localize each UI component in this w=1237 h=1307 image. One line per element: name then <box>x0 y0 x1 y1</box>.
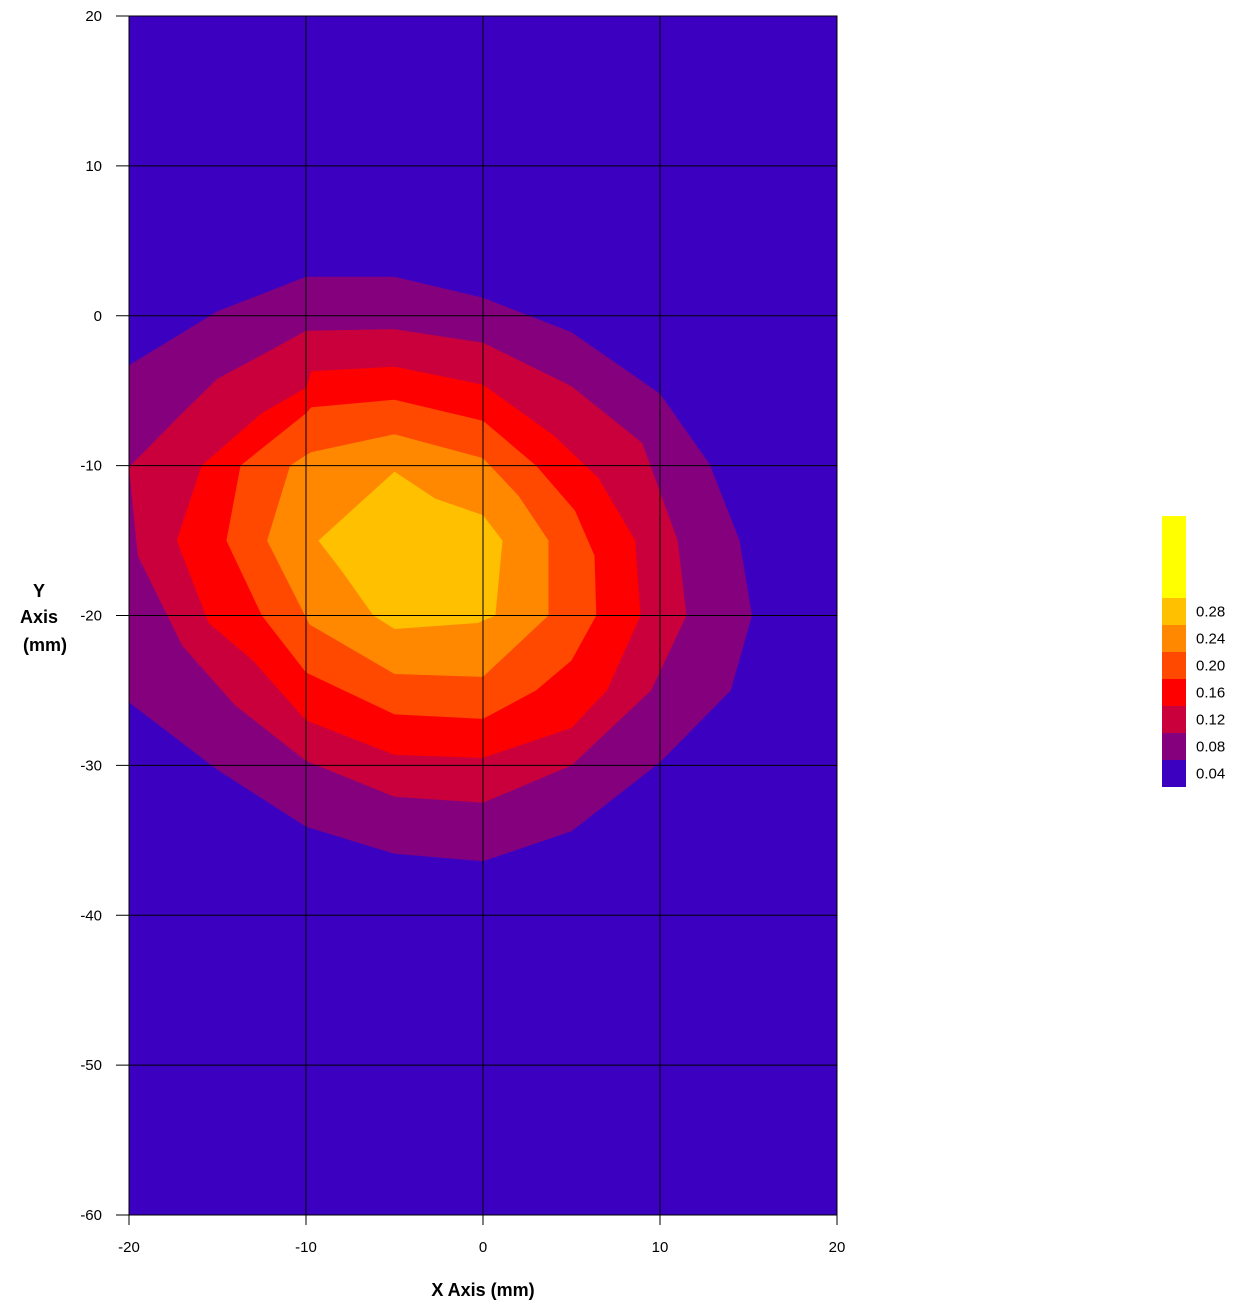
y-tick-label: 0 <box>94 308 102 325</box>
legend-label: 0.04 <box>1196 766 1225 783</box>
y-axis-title-line-2: Axis <box>20 607 58 627</box>
x-tick-label: 0 <box>479 1239 487 1256</box>
legend-swatch <box>1162 598 1186 625</box>
y-tick-label: -50 <box>80 1057 102 1074</box>
legend-swatch <box>1162 760 1186 787</box>
legend-swatch <box>1162 733 1186 760</box>
y-tick-label: -10 <box>80 458 102 475</box>
y-axis-title-line-1: Y <box>33 581 45 601</box>
legend-swatch <box>1162 706 1186 733</box>
y-tick-label: -20 <box>80 608 102 625</box>
legend-label: 0.08 <box>1196 739 1225 756</box>
legend-swatch <box>1162 679 1186 706</box>
y-tick-label: 20 <box>85 8 102 25</box>
y-tick-label: -40 <box>80 907 102 924</box>
y-tick-label: -30 <box>80 757 102 774</box>
tick-labels: 20 10 0 -10 -20 -30 -40 -50 -60 -20 -10 0 10 20 <box>80 8 845 1256</box>
legend-label: 0.28 <box>1196 604 1225 621</box>
x-tick-label: -20 <box>118 1239 140 1256</box>
x-axis-title: X Axis (mm) <box>431 1280 534 1300</box>
y-tick-label: 10 <box>85 158 102 175</box>
legend-swatch <box>1162 516 1186 598</box>
contour-bands <box>129 276 752 862</box>
legend-label: 0.12 <box>1196 712 1225 729</box>
legend-label: 0.20 <box>1196 658 1225 675</box>
x-tick-label: 10 <box>652 1239 669 1256</box>
legend: 0.04 0.08 0.12 0.16 0.20 0.24 0.28 <box>1162 516 1225 787</box>
x-tick-label: 20 <box>829 1239 846 1256</box>
grid-lines <box>129 16 837 1215</box>
y-axis-title-line-3: (mm) <box>23 635 67 655</box>
legend-swatch <box>1162 652 1186 679</box>
legend-label: 0.16 <box>1196 685 1225 702</box>
axes <box>116 15 838 1225</box>
x-tick-label: -10 <box>295 1239 317 1256</box>
legend-label: 0.24 <box>1196 631 1225 648</box>
contour-band-0.24 <box>318 471 503 629</box>
y-tick-label: -60 <box>80 1207 102 1224</box>
legend-swatch <box>1162 625 1186 652</box>
